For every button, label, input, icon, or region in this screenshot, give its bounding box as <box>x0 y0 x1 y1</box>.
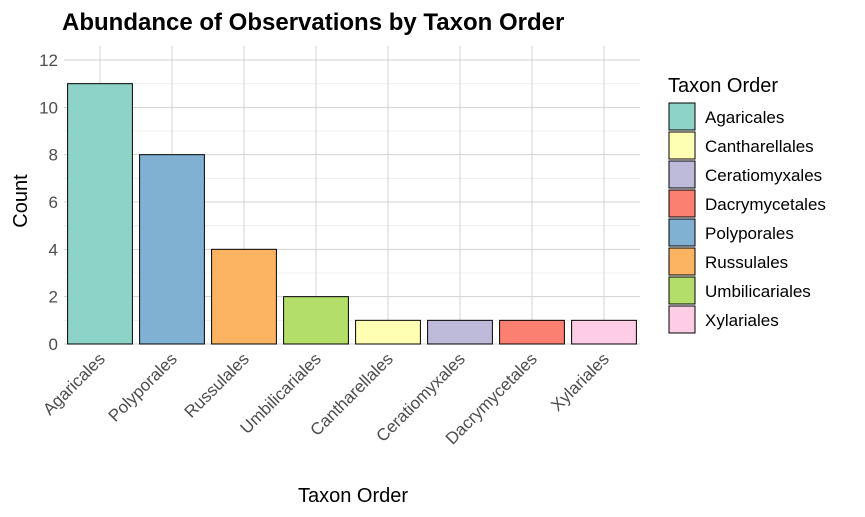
y-tick-label: 12 <box>39 51 58 70</box>
legend-label: Umbilicariales <box>705 282 811 301</box>
legend-label: Ceratiomyxales <box>705 166 822 185</box>
bar-agaricales <box>67 83 133 345</box>
legend-key-xylariales <box>668 305 696 334</box>
legend-label: Agaricales <box>705 108 784 127</box>
y-tick-label: 10 <box>39 98 58 117</box>
legend-key-agaricales <box>668 102 696 131</box>
legend-key-dacrymycetales <box>668 189 696 218</box>
x-tick-label: Xylariales <box>547 349 613 415</box>
bar-cantharellales <box>355 319 421 345</box>
bar-xylariales <box>571 319 637 345</box>
y-tick-label: 0 <box>49 335 58 354</box>
y-tick-label: 4 <box>49 240 58 259</box>
y-tick-label: 8 <box>49 146 58 165</box>
legend-label: Xylariales <box>705 311 779 330</box>
legend-key-umbilicariales <box>668 276 696 305</box>
legend-label: Russulales <box>705 253 788 272</box>
bar-dacrymycetales <box>499 319 565 345</box>
legend-label: Dacrymycetales <box>705 195 826 214</box>
bar-polyporales <box>139 154 205 345</box>
legend-key-russulales <box>668 247 696 276</box>
y-axis-title: Count <box>10 174 32 228</box>
legend-key-cantharellales <box>668 131 696 160</box>
bar-russulales <box>211 248 277 345</box>
bars <box>67 83 637 345</box>
x-axis-title: Taxon Order <box>298 485 408 507</box>
y-axis-ticks: 0 2 4 6 8 10 12 <box>39 51 58 354</box>
chart-title: Abundance of Observations by Taxon Order <box>62 9 564 36</box>
legend-label: Cantharellales <box>705 137 814 156</box>
legend: Taxon Order Agaricales Cantharellales Cera… <box>668 75 826 334</box>
legend-label: Polyporales <box>705 224 794 243</box>
x-tick-label: Russulales <box>181 349 253 421</box>
bar-umbilicariales <box>283 296 349 345</box>
x-tick-label: Agaricales <box>39 349 109 419</box>
y-tick-label: 2 <box>49 288 58 307</box>
legend-key-ceratiomyxales <box>668 160 696 189</box>
legend-title: Taxon Order <box>668 75 778 97</box>
bar-ceratiomyxales <box>427 319 493 345</box>
x-tick-label: Polyporales <box>105 349 181 425</box>
legend-key-polyporales <box>668 218 696 247</box>
y-tick-label: 6 <box>49 193 58 212</box>
